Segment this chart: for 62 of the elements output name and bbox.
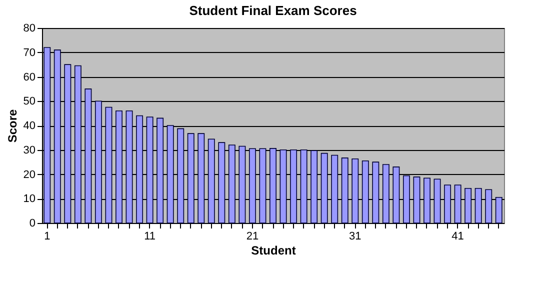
- x-tick-label: 1: [44, 230, 50, 242]
- bar: [382, 164, 390, 224]
- bar: [187, 133, 194, 224]
- bar: [290, 149, 298, 224]
- y-tick-label: 60: [23, 71, 36, 84]
- bar: [341, 158, 348, 224]
- chart-title: Student Final Exam Scores: [189, 3, 357, 18]
- bar: [280, 149, 287, 224]
- bar: [495, 197, 502, 224]
- x-tick-label: 41: [452, 230, 464, 242]
- bar: [310, 150, 318, 224]
- bar: [474, 188, 482, 224]
- bar: [300, 149, 308, 224]
- bar: [270, 148, 276, 224]
- bar: [136, 115, 144, 224]
- bar: [352, 158, 359, 224]
- bar: [94, 100, 102, 224]
- bar: [444, 184, 452, 224]
- bar: [166, 125, 174, 224]
- bar: [44, 47, 51, 224]
- bar: [156, 118, 164, 224]
- bar: [64, 64, 72, 224]
- bar: [74, 65, 82, 224]
- bar: [402, 175, 410, 224]
- x-tick-label: 31: [349, 230, 362, 242]
- y-tick-label: 30: [23, 144, 36, 156]
- bar: [454, 184, 462, 224]
- y-tick-label: 50: [23, 96, 36, 108]
- y-tick-label: 70: [23, 46, 36, 59]
- bar: [54, 50, 61, 224]
- bar: [208, 138, 215, 224]
- bar: [331, 154, 338, 224]
- bar: [413, 176, 420, 224]
- bar: [372, 162, 380, 224]
- bar: [485, 189, 492, 224]
- bar: [228, 144, 236, 224]
- bar: [248, 148, 256, 224]
- bar: [126, 110, 133, 224]
- bar: [146, 116, 154, 224]
- y-tick-label: 40: [23, 120, 36, 132]
- x-tick-label: 21: [246, 230, 259, 242]
- bar: [259, 148, 266, 224]
- bar: [238, 146, 246, 224]
- bar: [424, 178, 430, 224]
- y-tick-label: 0: [29, 218, 36, 230]
- bar: [392, 166, 400, 224]
- bar: [362, 160, 369, 224]
- bar: [218, 142, 226, 224]
- y-axis-title: Score: [5, 109, 20, 143]
- bar: [84, 88, 92, 224]
- bar: [464, 188, 472, 224]
- bar: [198, 133, 205, 224]
- bar: [105, 106, 112, 224]
- y-tick-label: 80: [23, 22, 36, 34]
- bar: [116, 110, 122, 224]
- bar: [434, 178, 441, 224]
- y-tick-label: 10: [23, 193, 36, 206]
- bar: [177, 128, 184, 224]
- y-tick-label: 20: [23, 168, 36, 181]
- bar: [320, 152, 328, 224]
- x-tick-label: 11: [144, 230, 156, 242]
- x-axis-title: Student: [251, 244, 296, 258]
